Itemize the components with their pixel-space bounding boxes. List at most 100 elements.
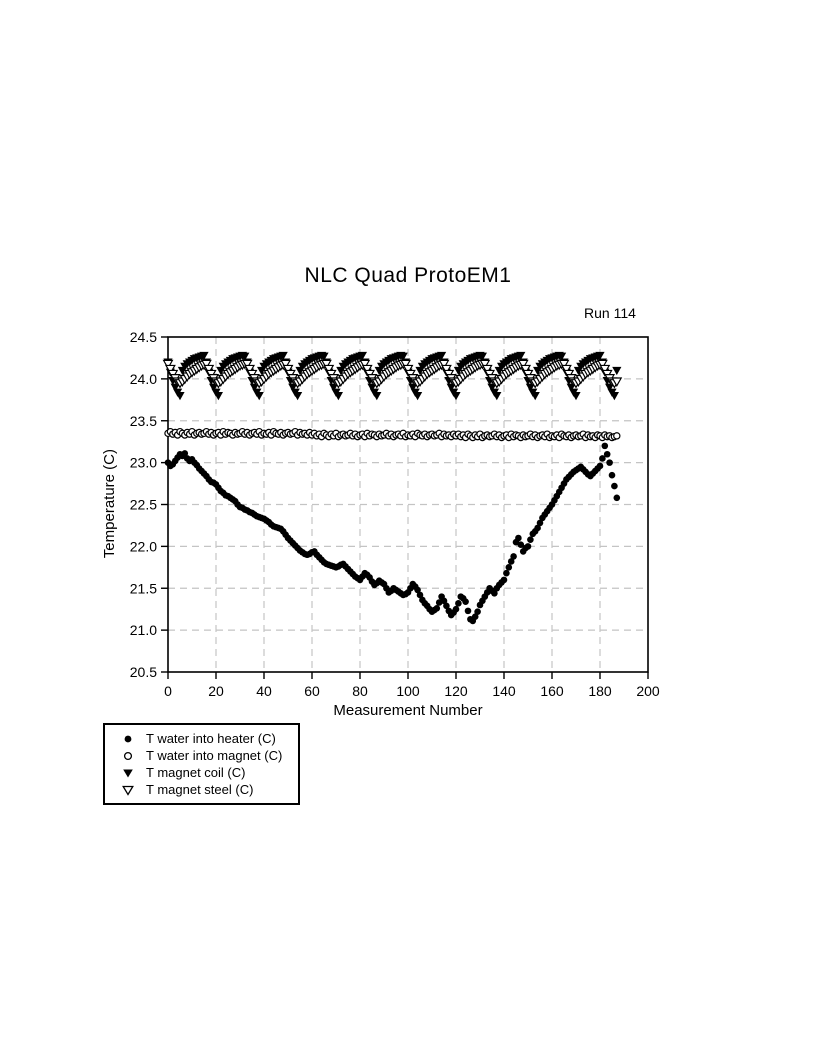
data-point-filled-circle (455, 600, 462, 607)
data-point-filled-circle (599, 455, 606, 462)
data-point-filled-circle (527, 536, 534, 543)
legend-label: T magnet steel (C) (146, 782, 254, 797)
data-point-filled-circle (608, 471, 616, 479)
data-point-filled-circle (474, 608, 481, 615)
data-point-filled-circle (503, 569, 510, 577)
data-point-filled-triangle-down (516, 351, 526, 361)
data-point-filled-triangle-down (333, 392, 343, 401)
data-point-filled-circle (414, 586, 421, 594)
data-point-open-triangle-down (361, 364, 373, 375)
data-point-filled-triangle-down (175, 392, 185, 401)
x-tick-label: 60 (304, 683, 320, 699)
data-point-filled-circle (606, 459, 613, 466)
y-tick-label: 22.5 (130, 497, 157, 513)
data-point-filled-triangle-down (357, 351, 367, 361)
data-point-open-triangle-down (517, 359, 529, 370)
x-tick-label: 40 (256, 683, 272, 699)
x-tick-label: 80 (352, 683, 368, 699)
data-point-open-triangle-down (440, 364, 452, 375)
data-point-filled-triangle-down (278, 351, 288, 361)
data-point-filled-circle (603, 450, 611, 458)
x-tick-label: 140 (492, 683, 516, 699)
data-point-filled-circle (491, 589, 498, 597)
filled-triangle-down (123, 769, 133, 777)
data-point-filled-circle (524, 543, 532, 550)
data-point-open-triangle-down (479, 359, 491, 370)
data-point-open-triangle-down (481, 364, 493, 375)
data-point-filled-circle (510, 553, 517, 560)
data-point-open-triangle-down (596, 359, 608, 370)
data-point-filled-triangle-down (451, 392, 461, 401)
legend: T water into heater (C) T water into magn… (103, 723, 300, 805)
chart-title: NLC Quad ProtoEM1 (304, 264, 512, 287)
filled-circle (124, 735, 132, 742)
data-point-filled-triangle-down (293, 392, 303, 401)
open-triangle-down (122, 785, 134, 796)
data-point-filled-triangle-down (571, 392, 581, 401)
open-circle-icon (117, 750, 139, 762)
data-point-filled-triangle-down (413, 392, 423, 401)
legend-label: T water into magnet (C) (146, 748, 283, 763)
data-point-open-triangle-down (164, 364, 176, 375)
x-tick-label: 200 (636, 683, 660, 699)
data-point-filled-circle (443, 602, 450, 610)
filled-triangle-down-glyph (123, 769, 133, 777)
data-point-open-triangle-down (520, 364, 532, 375)
y-tick-label: 23.5 (130, 413, 157, 429)
data-point-filled-triangle-down (199, 351, 209, 361)
open-triangle-down-icon (117, 784, 139, 796)
x-tick-label: 0 (164, 683, 172, 699)
data-point-filled-circle (452, 605, 460, 613)
y-tick-label: 23.0 (130, 455, 157, 471)
data-point-filled-triangle-down (609, 392, 619, 401)
filled-triangle-down-icon (117, 767, 139, 779)
data-point-open-triangle-down (359, 359, 371, 370)
y-tick-label: 21.0 (130, 622, 157, 638)
data-point-open-triangle-down (438, 359, 450, 370)
data-point-open-triangle-down (241, 359, 253, 370)
data-point-filled-triangle-down (612, 366, 622, 376)
open-circle-glyph (123, 751, 133, 760)
data-point-filled-circle (440, 597, 448, 605)
data-point-open-triangle-down (599, 364, 611, 375)
data-point-filled-circle (500, 576, 508, 584)
data-point-filled-triangle-down (492, 392, 502, 401)
data-point-filled-triangle-down (557, 352, 567, 361)
data-point-filled-circle (416, 591, 424, 599)
data-point-filled-triangle-down (372, 392, 382, 401)
y-tick-label: 20.5 (130, 664, 157, 680)
y-tick-label: 22.0 (130, 538, 157, 554)
y-tick-label: 24.5 (130, 329, 157, 345)
data-point-filled-circle (596, 462, 604, 470)
x-axis-label: Measurement Number (333, 702, 483, 719)
data-point-filled-triangle-down (437, 351, 447, 361)
data-point-filled-circle (536, 519, 544, 527)
legend-item: T water into magnet (C) (117, 747, 298, 764)
data-point-filled-circle (471, 613, 479, 621)
data-point-open-triangle-down (280, 359, 292, 370)
data-point-filled-triangle-down (477, 352, 487, 361)
data-point-filled-triangle-down (213, 392, 223, 401)
legend-item: T magnet coil (C) (117, 764, 298, 781)
data-point-open-triangle-down (320, 359, 332, 370)
data-point-filled-circle (613, 494, 621, 502)
data-point-filled-circle (515, 534, 522, 542)
legend-label: T magnet coil (C) (146, 765, 246, 780)
data-point-filled-triangle-down (595, 351, 605, 361)
run-annotation: Run 114 (584, 305, 636, 321)
open-triangle-down-glyph (122, 785, 134, 796)
data-point-filled-circle (601, 442, 609, 450)
data-point-filled-triangle-down (319, 352, 329, 361)
x-tick-label: 120 (444, 683, 468, 699)
x-tick-label: 100 (396, 683, 420, 699)
data-point-filled-circle (181, 450, 189, 457)
data-point-filled-circle (517, 541, 525, 548)
data-point-filled-triangle-down (240, 352, 250, 361)
x-tick-label: 20 (208, 683, 224, 699)
legend-item: T magnet steel (C) (117, 781, 298, 798)
data-point-filled-triangle-down (398, 352, 408, 361)
data-point-filled-circle (462, 598, 469, 605)
data-point-filled-circle (505, 564, 513, 571)
data-point-open-triangle-down (203, 364, 215, 375)
